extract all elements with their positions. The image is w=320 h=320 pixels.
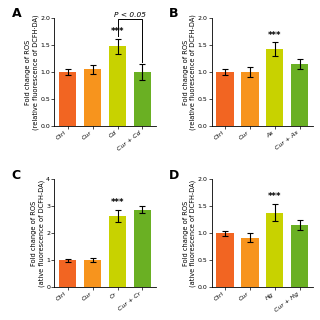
Bar [266,213,284,287]
Bar [216,233,234,287]
Text: P < 0.05: P < 0.05 [114,12,146,18]
Bar [134,72,151,126]
Text: ***: *** [111,27,124,36]
Bar [216,72,234,126]
Bar [59,260,76,287]
Bar [241,237,259,287]
Y-axis label: Fold change of ROS
(relative fluorescence of DCFH-DA): Fold change of ROS (relative fluorescenc… [183,14,196,130]
Y-axis label: Fold change of ROS
(relative fluorescence of DCFH·DA): Fold change of ROS (relative fluorescenc… [25,14,39,130]
Text: ***: *** [268,31,282,40]
Bar [84,260,101,287]
Text: ***: *** [111,198,124,207]
Bar [109,216,126,287]
Bar [134,210,151,287]
Text: C: C [12,169,21,182]
Bar [291,64,308,126]
Bar [109,46,126,126]
Bar [84,69,101,126]
Bar [59,72,76,126]
Text: A: A [12,7,21,20]
Y-axis label: Fold change of ROS
(ative fluorescence of DCFH-DA): Fold change of ROS (ative fluorescence o… [31,180,45,287]
Bar [266,49,284,126]
Text: ***: *** [268,193,282,202]
Text: D: D [169,169,179,182]
Bar [291,225,308,287]
Text: B: B [169,7,178,20]
Bar [241,72,259,126]
Y-axis label: Fold change of ROS
(ative fluorescence of DCFH-DA): Fold change of ROS (ative fluorescence o… [183,180,196,287]
